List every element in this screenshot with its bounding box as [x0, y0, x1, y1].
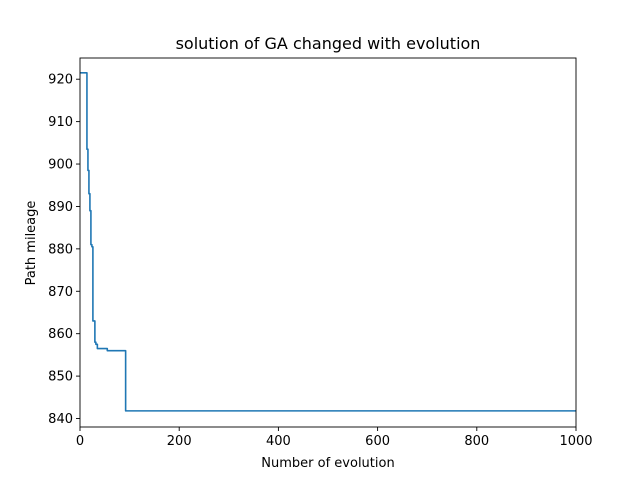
y-tick-label: 910 — [48, 115, 73, 130]
x-tick-label: 200 — [167, 434, 192, 449]
x-axis-label: Number of evolution — [261, 456, 394, 471]
x-tick-label: 0 — [76, 434, 84, 449]
series-line-0 — [80, 72, 576, 412]
chart-title: solution of GA changed with evolution — [176, 34, 481, 53]
x-tick-label: 600 — [365, 434, 390, 449]
plot-frame — [79, 57, 577, 428]
y-tick-label: 850 — [48, 370, 73, 385]
y-tick-label: 890 — [48, 200, 73, 215]
y-axis-label: Path mileage — [24, 201, 39, 286]
y-tick-label: 920 — [48, 73, 73, 88]
y-axis: 840 850 860 870 880 890 900 910 920 — [48, 73, 80, 427]
x-axis: 0 200 400 600 800 1000 — [76, 427, 593, 449]
x-tick-label: 400 — [266, 434, 291, 449]
x-tick-label: 800 — [464, 434, 489, 449]
y-tick-label: 840 — [48, 412, 73, 427]
y-tick-label: 900 — [48, 158, 73, 173]
x-tick-label: 1000 — [559, 434, 592, 449]
y-tick-label: 860 — [48, 327, 73, 342]
y-tick-label: 880 — [48, 242, 73, 257]
plot-area — [79, 57, 577, 428]
y-tick-label: 870 — [48, 285, 73, 300]
